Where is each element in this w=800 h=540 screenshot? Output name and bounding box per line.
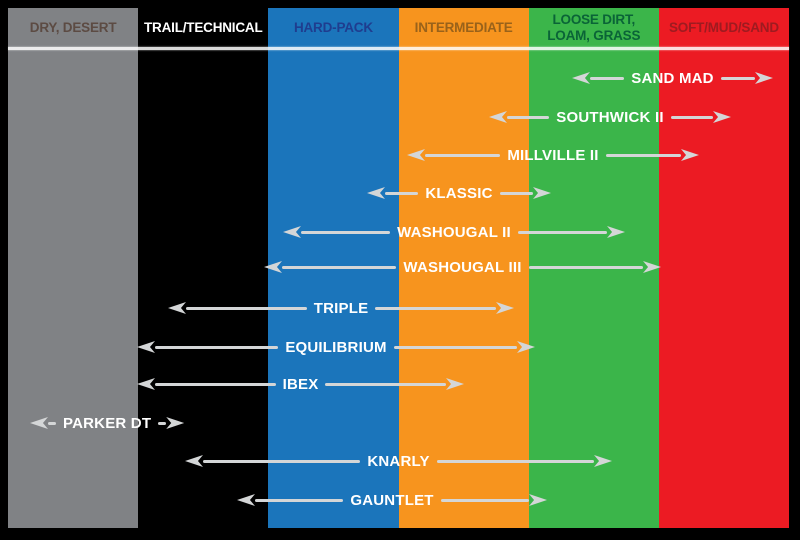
tire-range-row-equilibrium: EQUILIBRIUM	[137, 336, 535, 358]
left-arrow-icon	[264, 261, 397, 274]
left-arrow-icon	[168, 302, 307, 315]
tire-range-row-millville-ii: MILLVILLE II	[407, 144, 699, 166]
left-arrow-icon	[367, 187, 419, 200]
right-arrow-icon	[528, 261, 662, 274]
left-arrow-icon	[137, 341, 279, 354]
column-header-hard-pack: HARD-PACK	[293, 20, 373, 36]
tire-label: SOUTHWICK II	[556, 108, 664, 126]
tire-range-row-washougal-ii: WASHOUGAL II	[283, 221, 626, 243]
left-arrow-icon	[137, 378, 276, 391]
column-header-soft-mud-sand: SOFT/MUD/SAND	[668, 20, 779, 36]
tire-range-row-southwick-ii: SOUTHWICK II	[489, 106, 731, 128]
tire-label: PARKER DT	[63, 414, 152, 432]
tire-label: SAND MAD	[631, 69, 714, 87]
tire-label: IBEX	[282, 375, 319, 393]
right-arrow-icon	[670, 111, 731, 124]
column-header-loose-dirt-loam-grass: LOOSE DIRT, LOAM, GRASS	[547, 12, 641, 43]
tire-range-row-sand-mad: SAND MAD	[572, 67, 773, 89]
column-intermediate: INTERMEDIATE	[398, 8, 529, 528]
tire-label: MILLVILLE II	[507, 146, 599, 164]
right-arrow-icon	[158, 417, 185, 430]
tire-range-row-ibex: IBEX	[137, 373, 464, 395]
left-arrow-icon	[283, 226, 391, 239]
right-arrow-icon	[325, 378, 464, 391]
left-arrow-icon	[489, 111, 550, 124]
column-trail-technical: TRAIL/TECHNICAL	[138, 8, 269, 528]
tire-label: GAUNTLET	[350, 491, 434, 509]
right-arrow-icon	[499, 187, 551, 200]
tire-label: KLASSIC	[425, 184, 493, 202]
left-arrow-icon	[572, 72, 625, 85]
left-arrow-icon	[30, 417, 56, 430]
right-arrow-icon	[720, 72, 773, 85]
tire-label: WASHOUGAL III	[403, 258, 522, 276]
tire-range-row-parker-dt: PARKER DT	[30, 412, 185, 434]
column-header-intermediate: INTERMEDIATE	[414, 20, 513, 36]
header-divider	[8, 47, 789, 50]
right-arrow-icon	[375, 302, 515, 315]
tire-label: WASHOUGAL II	[397, 223, 511, 241]
tire-range-row-washougal-iii: WASHOUGAL III	[264, 256, 662, 278]
right-arrow-icon	[605, 149, 699, 162]
right-arrow-icon	[436, 455, 613, 468]
tire-range-row-knarly: KNARLY	[185, 450, 613, 472]
right-arrow-icon	[393, 341, 535, 354]
column-header-dry-desert: DRY, DESERT	[29, 20, 117, 36]
tire-range-row-klassic: KLASSIC	[367, 182, 551, 204]
tire-range-row-triple: TRIPLE	[168, 297, 515, 319]
column-soft-mud-sand: SOFT/MUD/SAND	[658, 8, 790, 528]
tire-range-row-gauntlet: GAUNTLET	[237, 489, 548, 511]
column-dry-desert: DRY, DESERT	[8, 8, 139, 528]
tire-label: TRIPLE	[313, 299, 369, 317]
right-arrow-icon	[440, 494, 548, 507]
left-arrow-icon	[237, 494, 344, 507]
left-arrow-icon	[407, 149, 501, 162]
tire-label: EQUILIBRIUM	[285, 338, 387, 356]
right-arrow-icon	[517, 226, 626, 239]
column-header-trail-technical: TRAIL/TECHNICAL	[144, 20, 263, 36]
left-arrow-icon	[185, 455, 361, 468]
tire-label: KNARLY	[367, 452, 430, 470]
